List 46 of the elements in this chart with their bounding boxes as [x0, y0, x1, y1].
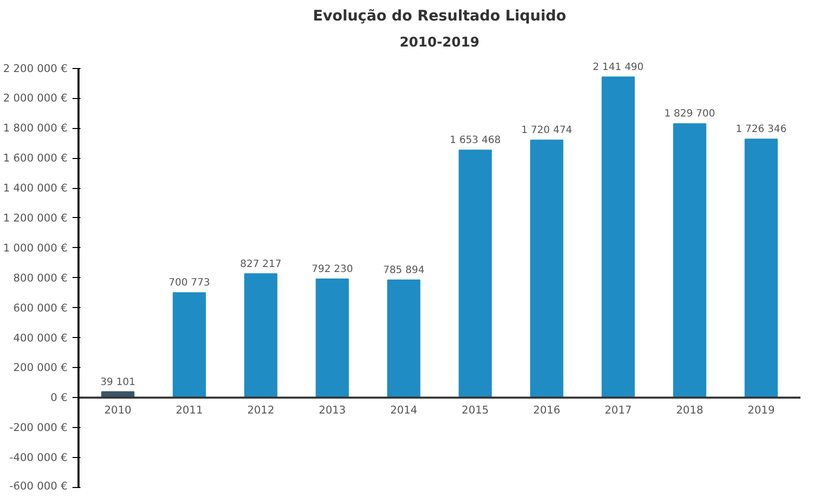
data-label: 827 217: [240, 258, 282, 270]
bar: [458, 150, 492, 398]
data-label: 2 141 490: [592, 62, 644, 74]
bar: [316, 278, 349, 398]
y-tick-label: 800 000 €: [13, 271, 68, 284]
data-label: 792 230: [312, 264, 353, 276]
chart-title: Evolução do Resultado Liquido: [312, 8, 566, 24]
y-tick-label: -400 000 €: [9, 451, 68, 464]
y-tick-label: 1 400 000 €: [3, 182, 68, 195]
bar: [172, 292, 206, 398]
x-tick-label: 2012: [247, 404, 274, 417]
data-label: 700 773: [168, 278, 210, 289]
data-label: 39 101: [100, 376, 136, 388]
y-tick-label: 2 000 000 €: [3, 92, 68, 105]
data-label: 1 720 474: [521, 125, 572, 136]
y-tick-label: 1 600 000 €: [3, 152, 68, 165]
x-tick-label: 2014: [390, 404, 418, 417]
x-tick-label: 2016: [533, 404, 561, 417]
y-tick-label: -600 000 €: [9, 480, 68, 492]
y-tick-label: -200 000 €: [9, 421, 68, 434]
chart-subtitle: 2010-2019: [400, 36, 480, 50]
data-label: 1 726 346: [736, 124, 787, 136]
y-tick-label: 600 000 €: [13, 301, 68, 314]
x-tick-label: 2019: [748, 404, 775, 417]
y-tick-label: 1 800 000 €: [3, 122, 68, 135]
bar: [673, 123, 706, 398]
bar: [244, 273, 278, 398]
y-tick-label: 1 000 000 €: [3, 241, 68, 254]
data-label: 785 894: [383, 264, 424, 276]
y-tick-label: 400 000 €: [13, 331, 68, 344]
x-tick-label: 2018: [676, 404, 704, 417]
x-tick-label: 2010: [104, 404, 132, 417]
data-label: 1 653 468: [450, 135, 501, 146]
bar: [744, 138, 778, 398]
x-tick-label: 2015: [462, 404, 489, 417]
data-label: 1 829 700: [664, 108, 716, 120]
y-tick-label: 0 €: [50, 391, 68, 404]
y-tick-label: 2 200 000 €: [3, 62, 68, 75]
y-tick-label: 200 000 €: [13, 361, 68, 374]
bar: [602, 76, 635, 398]
x-tick-label: 2013: [318, 404, 346, 417]
bar: [530, 140, 564, 398]
bar: [387, 279, 420, 398]
x-tick-label: 2011: [176, 404, 203, 417]
y-tick-label: 1 200 000 €: [3, 211, 68, 224]
x-tick-label: 2017: [604, 404, 632, 417]
